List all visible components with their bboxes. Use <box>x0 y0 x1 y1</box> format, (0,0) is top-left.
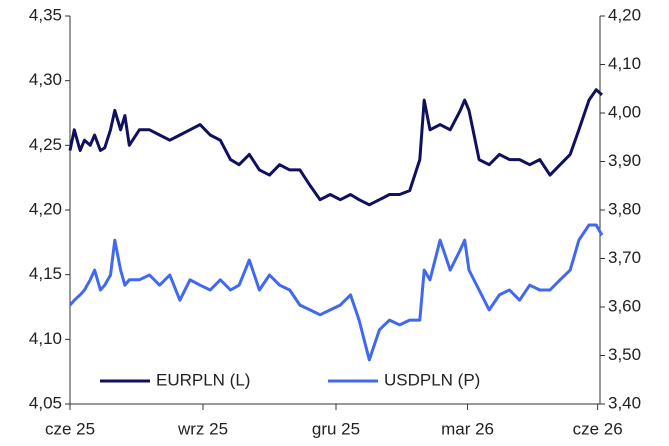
y2-tick-label: 3,50 <box>608 345 641 364</box>
y2-tick-label: 3,70 <box>608 248 641 267</box>
y-tick-label: 4,15 <box>29 264 62 283</box>
legend-label: EURPLN (L) <box>156 370 250 389</box>
y2-tick-label: 3,60 <box>608 296 641 315</box>
y2-tick-label: 4,00 <box>608 102 641 121</box>
x-tick-label: cze 25 <box>45 419 95 438</box>
x-tick-label: mar 26 <box>441 419 494 438</box>
legend-label: USDPLN (P) <box>384 370 480 389</box>
x-tick-label: wrz 25 <box>177 419 228 438</box>
x-tick-label: cze 26 <box>573 419 623 438</box>
y-tick-label: 4,10 <box>29 329 62 348</box>
y-tick-label: 4,05 <box>29 393 62 412</box>
y2-tick-label: 4,10 <box>608 54 641 73</box>
y-tick-label: 4,20 <box>29 199 62 218</box>
series-line <box>68 88 604 207</box>
y2-tick-label: 4,20 <box>608 5 641 24</box>
series-line <box>68 223 604 362</box>
y2-tick-label: 3,40 <box>608 393 641 412</box>
y2-tick-label: 3,80 <box>608 199 641 218</box>
y2-tick-label: 3,90 <box>608 151 641 170</box>
y-tick-label: 4,35 <box>29 5 62 24</box>
y-tick-label: 4,30 <box>29 70 62 89</box>
y-tick-label: 4,25 <box>29 135 62 154</box>
x-tick-label: gru 25 <box>312 419 360 438</box>
